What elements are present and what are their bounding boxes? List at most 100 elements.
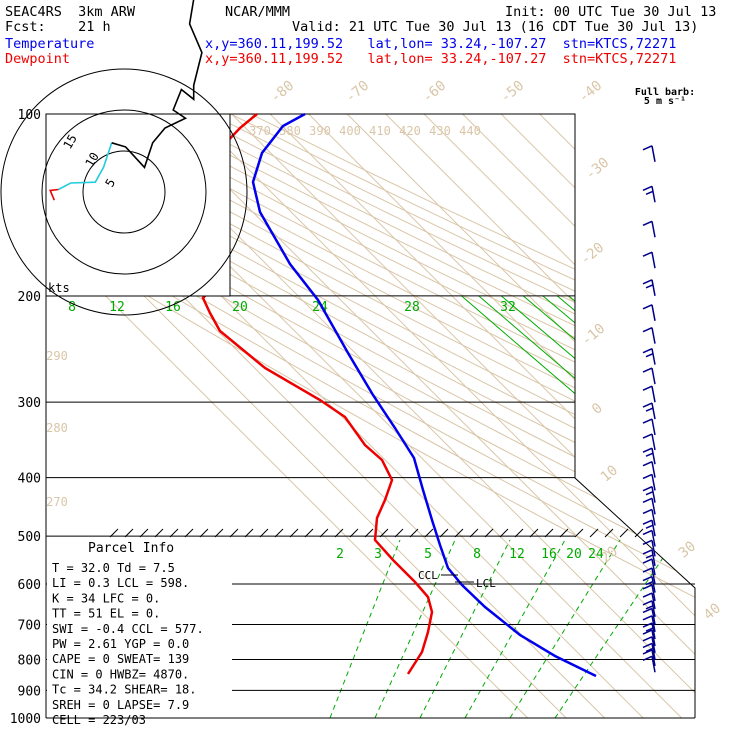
moist-adiabat-line	[329, 539, 401, 718]
wind-barb	[651, 622, 656, 640]
moist-adiabat-line	[374, 539, 456, 718]
isotherm-label: -20	[578, 240, 608, 269]
temperature-location: x,y=360.11,199.52 lat,lon= 33.24,-107.27…	[205, 36, 677, 52]
wind-barb-flag	[645, 647, 654, 653]
isotherm-line	[154, 114, 695, 718]
wind-barb-flag	[645, 284, 654, 289]
parcel-title: Parcel Info	[88, 541, 174, 556]
mixing-ratio-label: 16	[541, 547, 557, 562]
wind-barb-flag	[642, 347, 653, 354]
theta-label: 390	[309, 124, 331, 138]
wind-barb	[651, 486, 656, 503]
freezing-hatch	[574, 528, 584, 538]
hodograph-frame	[45, 113, 231, 297]
freezing-hatch	[409, 528, 419, 538]
mixing-ratio-line	[585, 295, 695, 718]
mixing-ratio-label: 8	[68, 300, 76, 315]
wind-barb-flag	[642, 185, 653, 191]
wind-barb-flag	[642, 575, 653, 582]
hodograph-trace	[49, 188, 59, 201]
freezing-hatch	[499, 528, 509, 538]
freezing-hatch	[454, 528, 464, 538]
freezing-hatch	[199, 528, 209, 538]
freezing-hatch	[349, 528, 359, 538]
parcel-row: TT = 51 EL = 0.	[52, 607, 160, 621]
hodograph-trace	[58, 142, 113, 191]
isotherm-label: 30	[676, 538, 699, 561]
freezing-hatch	[229, 528, 239, 538]
wind-barb	[651, 327, 656, 344]
parcel-row: T = 32.0 Td = 7.5	[52, 561, 175, 575]
freezing-hatch	[169, 528, 179, 538]
dry-adiabat-line	[46, 114, 695, 718]
parcel-panel-bg	[47, 538, 232, 717]
isotherm-line	[462, 114, 695, 718]
parcel-row: SREH = 0 LAPSE= 7.9	[52, 698, 189, 712]
mixing-ratio-lines	[329, 295, 695, 718]
dry-adiabat-line	[46, 114, 695, 718]
mixing-ratio-label: 12	[109, 300, 125, 315]
freezing-hatch	[439, 528, 449, 538]
mixing-ratio-label: 32	[500, 300, 516, 315]
wind-barb-flag	[645, 524, 654, 529]
pressure-tick-label: 700	[18, 618, 41, 633]
wind-barb	[651, 567, 656, 585]
wind-barb	[651, 549, 656, 567]
freezing-hatch	[514, 528, 524, 538]
dewpoint-location: x,y=360.11,199.52 lat,lon= 33.24,-107.27…	[205, 51, 677, 67]
dry-adiabat-line	[46, 114, 695, 718]
parcel-row: Tc = 34.2 SHEAR= 18.	[52, 683, 197, 697]
wind-barb	[651, 474, 656, 491]
wind-barb	[651, 252, 656, 269]
dry-adiabat-line	[91, 114, 695, 718]
wind-barb	[651, 498, 656, 515]
isotherm-label: -10	[579, 321, 609, 350]
hodograph-ring-label: 10	[82, 150, 101, 170]
theta-label: 290	[46, 349, 68, 363]
wind-barb	[651, 145, 656, 162]
mixing-ratio-label: 8	[473, 547, 481, 562]
mixing-ratio-line	[542, 295, 695, 718]
barb-key-units: 5 m s⁻¹	[644, 96, 686, 107]
freezing-hatch	[394, 528, 404, 538]
isotherm-label: -50	[498, 78, 528, 107]
wind-barb	[651, 386, 656, 403]
mixing-ratio-label: 2	[336, 547, 344, 562]
wind-barb-flag	[645, 190, 654, 195]
freezing-hatch	[469, 528, 479, 538]
moist-adiabat-line	[554, 539, 676, 718]
freezing-hatch	[244, 528, 254, 538]
wind-barb-flag	[642, 367, 653, 373]
wind-barb	[651, 629, 656, 647]
valid-time: Valid: 21 UTC Tue 30 Jul 13 (16 CDT Tue …	[292, 19, 699, 35]
wind-barb-flag	[642, 460, 653, 467]
isotherm-label: -30	[583, 155, 613, 184]
isotherm-label: 40	[701, 600, 724, 623]
mixing-ratio-line	[522, 295, 695, 718]
wind-barb-flag	[642, 145, 653, 151]
isotherm-label: -60	[420, 78, 450, 107]
isotherm-label: -80	[268, 78, 298, 107]
freezing-hatch	[544, 528, 554, 538]
wind-barb-flag	[642, 558, 653, 564]
hodograph-trace	[111, 0, 203, 169]
wind-barb-flag	[642, 326, 653, 333]
wind-barb	[651, 600, 656, 617]
wind-barb-flag	[642, 279, 653, 285]
freezing-hatch	[634, 528, 644, 538]
dry-adiabat-line	[46, 114, 695, 718]
wind-barb-flag	[642, 508, 653, 515]
moist-adiabat-line	[509, 539, 621, 718]
wind-barb	[651, 540, 656, 557]
ccl-marker: CCL	[418, 569, 438, 582]
theta-label: 380	[279, 124, 301, 138]
wind-barb	[651, 576, 656, 593]
parcel-info-panel: Parcel Info T = 32.0 Td = 7.5LI = 0.3 LCL…	[47, 538, 232, 727]
hodograph-ring	[0, 68, 248, 316]
theta-label: 430	[429, 124, 451, 138]
freezing-hatch	[619, 528, 629, 538]
theta-label: 400	[339, 124, 361, 138]
barb-key-title: Full barb:	[635, 87, 695, 98]
freezing-hatch	[604, 528, 614, 538]
